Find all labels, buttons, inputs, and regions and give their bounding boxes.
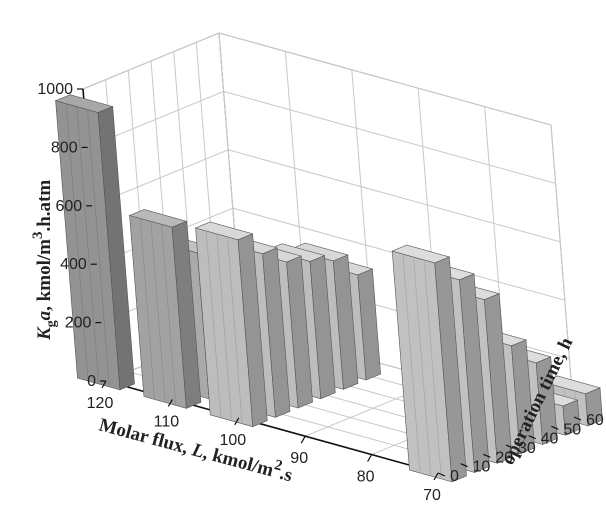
- bar-texture-line: [87, 109, 110, 387]
- z-gridline: [87, 90, 556, 184]
- y-tick-mark: [573, 416, 582, 421]
- bar-texture-line: [65, 103, 89, 382]
- bar-top-face: [128, 209, 188, 228]
- x-tick-label: 80: [357, 469, 375, 486]
- bar-texture-line: [227, 236, 243, 424]
- z-tick-label: 200: [65, 315, 92, 332]
- y-tick-mark: [460, 463, 468, 468]
- bar-top-face: [54, 94, 114, 113]
- y-tick-label: 50: [563, 421, 581, 438]
- bar-top-face: [194, 221, 254, 241]
- bar-texture-line: [205, 230, 222, 418]
- x-tick-mark: [433, 472, 439, 481]
- y-tick-mark: [505, 444, 514, 449]
- bar-texture-line: [216, 233, 232, 421]
- z-tick-label: 800: [51, 139, 78, 156]
- y-tick-label: 30: [518, 440, 536, 457]
- bar-texture-line: [402, 254, 421, 474]
- z-tick-label: 400: [60, 256, 87, 273]
- x-tick-label: 110: [154, 413, 180, 430]
- x-tick-mark: [367, 454, 373, 462]
- bar: [128, 209, 202, 409]
- x-tick-mark: [167, 399, 173, 407]
- bar: [194, 221, 268, 428]
- y-tick-mark: [437, 472, 446, 477]
- x-tick-label: 70: [423, 487, 441, 504]
- x-tick-label: 90: [290, 450, 308, 467]
- y-tick-label: 40: [541, 431, 559, 448]
- z-axis-title: Kga, kmol/m3.h.atm: [30, 180, 59, 341]
- bar-texture-line: [161, 224, 177, 406]
- y-tick-label: 0: [450, 468, 459, 485]
- bar: [54, 94, 135, 391]
- y-tick-label: 20: [495, 449, 513, 466]
- y-tick-label: 60: [586, 412, 604, 429]
- bars: [54, 94, 603, 483]
- x-tick-label: 120: [87, 395, 114, 412]
- y-tick-mark: [551, 425, 559, 430]
- x-axis-title: Molar flux, L, kmol/m2.s: [97, 411, 296, 487]
- x-tick-mark: [300, 435, 306, 444]
- x-tick-mark: [234, 417, 240, 426]
- bar-texture-line: [150, 221, 166, 403]
- z-tick-label: 1000: [37, 81, 73, 98]
- x-tick-label: 100: [219, 432, 246, 449]
- z-gridline: [82, 32, 552, 126]
- z-tick-label: 0: [87, 373, 96, 390]
- x-tick-mark: [101, 380, 107, 389]
- bar-texture-line: [423, 259, 442, 479]
- bar-texture-line: [139, 218, 155, 400]
- bar: [391, 244, 467, 483]
- y-tick-mark: [483, 453, 491, 458]
- z-tick-label: 600: [55, 198, 82, 215]
- bar-texture-line: [413, 256, 432, 477]
- y-tick-mark: [528, 435, 536, 440]
- bar-texture-line: [76, 106, 100, 385]
- bar-top-face: [391, 244, 451, 264]
- y-tick-label: 10: [473, 459, 491, 476]
